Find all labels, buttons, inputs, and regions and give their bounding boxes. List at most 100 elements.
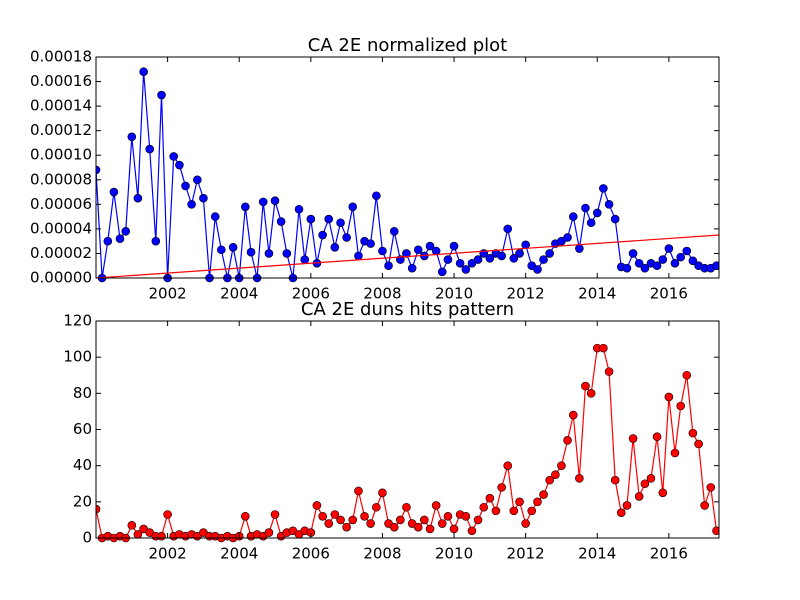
y-tick-label: 0.00012 <box>30 121 92 139</box>
x-tick-label: 2006 <box>292 285 330 303</box>
data-point <box>336 515 345 525</box>
plot-area <box>96 343 719 543</box>
data-point <box>622 263 632 273</box>
data-point <box>676 252 685 262</box>
data-point <box>318 511 327 521</box>
data-point <box>568 410 578 420</box>
data-point <box>318 230 327 240</box>
data-point <box>437 519 447 528</box>
x-tick-label: 2002 <box>149 285 187 303</box>
x-tick-label: 2008 <box>363 545 401 563</box>
data-point <box>378 488 387 498</box>
y-tick-label: 0.00010 <box>30 146 92 164</box>
data-point <box>217 245 226 255</box>
data-point <box>402 502 411 512</box>
data-point <box>270 510 280 519</box>
data-point <box>366 239 375 248</box>
data-point <box>127 132 137 142</box>
data-point <box>652 432 662 442</box>
data-point <box>682 370 692 380</box>
data-point <box>581 203 590 213</box>
data-point <box>139 67 148 77</box>
data-point <box>616 508 626 517</box>
data-point <box>372 191 381 201</box>
data-point <box>479 502 489 512</box>
data-point <box>682 246 692 256</box>
data-point <box>258 197 268 207</box>
axes-frame <box>95 56 720 279</box>
data-point <box>372 502 381 512</box>
data-point <box>599 184 608 193</box>
data-point <box>586 218 596 228</box>
data-point <box>449 524 459 534</box>
data-point <box>264 249 274 258</box>
data-point <box>354 486 363 496</box>
data-point <box>467 526 477 536</box>
x-tick-label: 2004 <box>220 545 258 563</box>
data-point <box>461 511 471 521</box>
data-point <box>402 249 411 258</box>
data-point <box>342 233 351 242</box>
data-point <box>431 501 441 510</box>
data-point <box>527 506 537 516</box>
data-point <box>670 448 680 458</box>
data-point <box>592 208 602 218</box>
data-point <box>694 439 703 449</box>
data-point <box>133 193 143 203</box>
data-point <box>348 515 358 525</box>
data-point <box>443 255 453 264</box>
data-point <box>437 267 447 277</box>
data-point <box>586 389 596 398</box>
data-point <box>324 519 334 528</box>
data-point <box>151 236 161 246</box>
data-point <box>634 492 644 501</box>
data-point <box>634 258 644 268</box>
data-point <box>515 249 524 258</box>
data-point <box>658 488 668 498</box>
data-point <box>497 483 506 492</box>
data-point <box>628 249 638 258</box>
data-point <box>121 227 131 236</box>
data-point <box>103 236 113 246</box>
data-point <box>599 343 608 353</box>
x-tick-label: 2002 <box>149 545 187 563</box>
data-point <box>491 506 501 516</box>
data-point <box>306 214 316 224</box>
data-point <box>461 265 471 274</box>
y-tick-label: 0.00016 <box>30 72 92 90</box>
data-point <box>294 204 304 214</box>
data-point <box>336 218 345 228</box>
data-point <box>509 254 519 263</box>
data-point <box>169 152 178 161</box>
data-point <box>658 255 668 264</box>
y-tick-label: 0.00018 <box>30 48 92 66</box>
data-point <box>175 160 184 170</box>
data-point <box>396 515 405 525</box>
data-point <box>241 511 250 521</box>
x-tick-label: 2014 <box>578 545 616 563</box>
data-point <box>96 504 101 514</box>
x-tick-label: 2012 <box>507 285 545 303</box>
data-point <box>413 522 423 532</box>
data-point <box>348 202 358 212</box>
data-point <box>610 475 620 485</box>
data-point <box>604 367 614 376</box>
data-point <box>700 501 709 510</box>
data-point <box>581 381 590 391</box>
y-tick-label: 20 <box>73 492 92 510</box>
data-point <box>157 90 166 100</box>
data-point <box>127 521 137 530</box>
data-point <box>610 214 620 224</box>
data-point <box>455 258 465 268</box>
y-tick-label: 0.00004 <box>30 219 92 237</box>
data-point <box>449 241 459 251</box>
data-point <box>688 428 698 438</box>
data-point <box>109 187 119 197</box>
y-tick-label: 120 <box>63 312 92 330</box>
data-point <box>664 392 674 402</box>
data-point <box>330 243 340 252</box>
series-line <box>96 234 719 279</box>
data-point <box>342 522 351 532</box>
data-point <box>187 200 196 209</box>
data-point <box>163 510 172 519</box>
